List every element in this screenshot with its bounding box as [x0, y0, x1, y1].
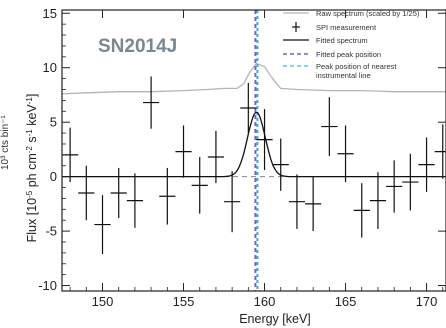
spi-data-point [159, 167, 176, 225]
spi-data-point [321, 97, 338, 156]
x-axis-label: Energy [keV] [239, 312, 311, 326]
spi-data-point [369, 172, 387, 229]
spi-data-point [126, 173, 144, 228]
spi-data-point [272, 138, 289, 191]
y-tick-label: 5 [50, 115, 57, 130]
legend-label: Fitted peak position [316, 50, 381, 59]
spi-data-point [402, 153, 419, 211]
x-tick-label: 150 [92, 294, 114, 309]
fitted-spectrum-line [62, 111, 446, 178]
legend-item: Fitted spectrum [283, 36, 368, 45]
spi-data-point [353, 183, 370, 238]
legend-label: Raw spectrum (scaled by 1/25) [316, 9, 420, 18]
x-tick-label: 170 [416, 294, 438, 309]
spi-data-point [240, 82, 257, 134]
plot-frame [61, 9, 446, 292]
spi-data-point [78, 165, 95, 221]
y-tick-label: 15 [43, 6, 57, 21]
y-tick-label: 10 [43, 60, 57, 75]
spi-data-point [207, 130, 225, 184]
secondary-axis-label-cut: 10³ cts bin⁻¹ [0, 115, 11, 170]
spi-data-point [337, 125, 354, 183]
spi-data-point [143, 76, 160, 129]
spi-data-point [224, 171, 241, 233]
spi-data-point [434, 124, 446, 179]
legend-item: Raw spectrum (scaled by 1/25) [283, 9, 420, 18]
spi-data-point [305, 176, 322, 232]
spi-data-point [256, 109, 273, 171]
y-tick-label: 0 [50, 169, 57, 184]
y-tick-label: -5 [45, 224, 57, 239]
chart-legend: Raw spectrum (scaled by 1/25) SPI measure… [283, 9, 420, 80]
x-tick-label: 155 [173, 294, 195, 309]
x-tick-label: 160 [254, 294, 276, 309]
x-tick-label: 165 [335, 294, 357, 309]
legend-label: SPI measurement [316, 23, 377, 32]
legend-item: Fitted peak position [283, 50, 381, 59]
chart-annotation-sn2014j: SN2014J [98, 36, 177, 57]
spi-data-point [110, 167, 127, 219]
legend-label: Fitted spectrum [316, 36, 368, 45]
y-axis-label: Flux [10-5 ph cm-2 s-1 keV-1] [25, 94, 39, 243]
y-tick-label: -10 [38, 278, 57, 293]
legend-item: SPI measurement [292, 22, 377, 32]
legend-label: Peak position of nearest instrumental lin… [316, 62, 397, 80]
spi-data-point [386, 160, 403, 213]
spi-data-point [418, 137, 435, 192]
spi-data-point [288, 174, 306, 229]
spi-data-point [191, 157, 208, 214]
legend-item: Peak position of nearest instrumental lin… [283, 62, 397, 80]
spi-data-point [175, 125, 192, 178]
spi-data-point [94, 195, 111, 254]
